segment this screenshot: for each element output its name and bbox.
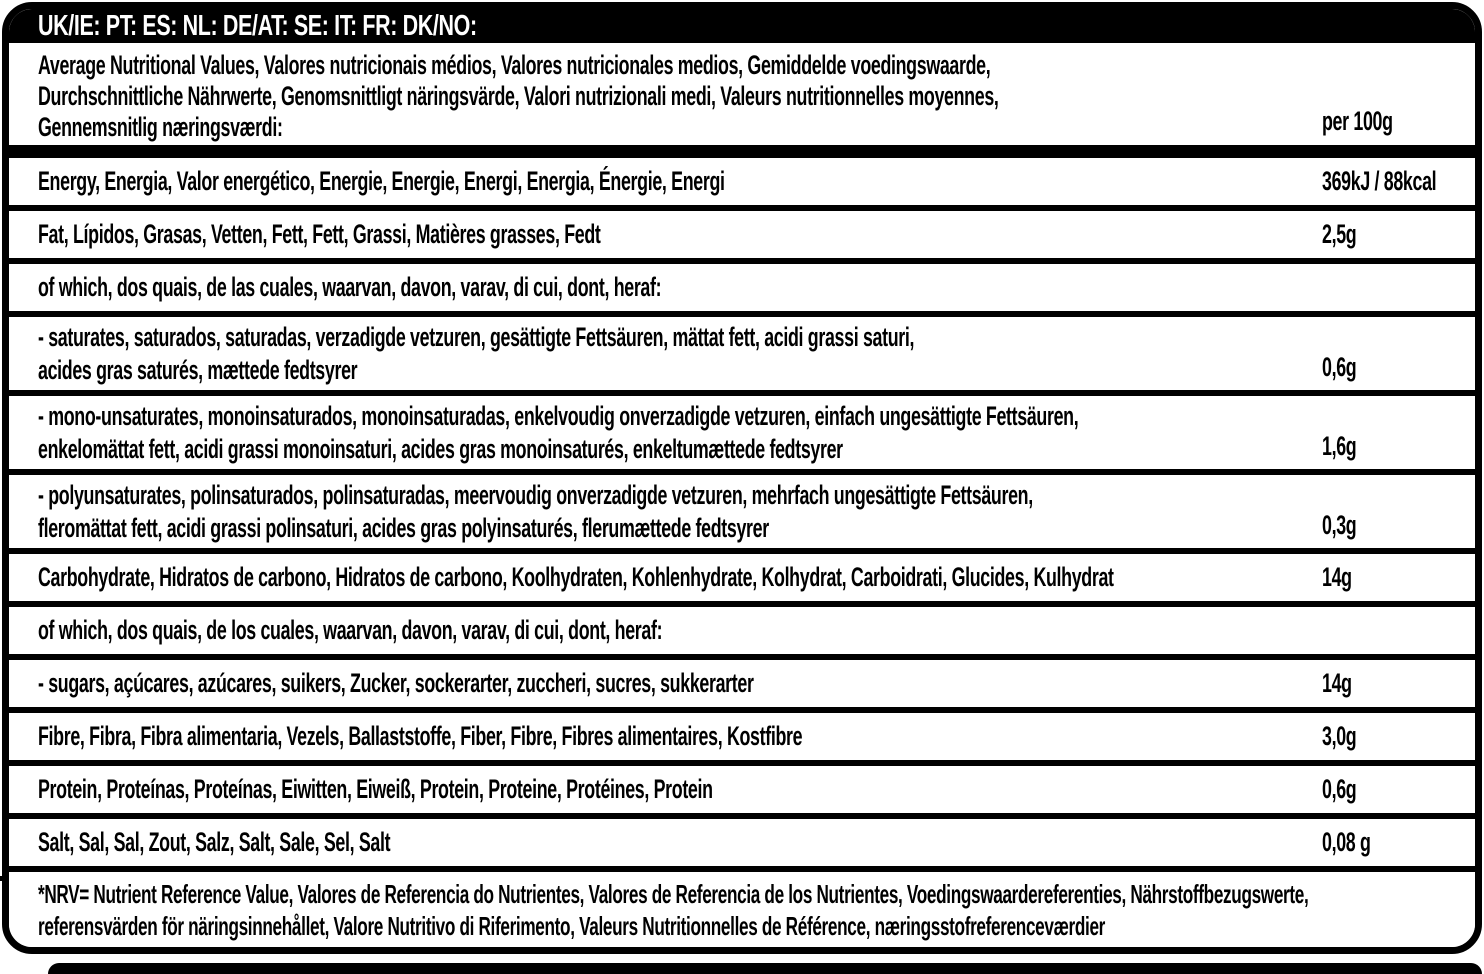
nutrient-name-text: fleromättat fett, acidi grassi polinsatu… <box>38 512 769 543</box>
footnote-line: *NRV= Nutrient Reference Value, Valores … <box>38 878 1309 909</box>
nutrient-value: 369kJ / 88kcal <box>1322 158 1475 205</box>
row-divider <box>9 760 1475 766</box>
nutrient-name: of which, dos quais, de los cuales, waar… <box>9 614 984 647</box>
nutrient-name-text: of which, dos quais, de las cuales, waar… <box>38 272 662 302</box>
nutrient-value-text: 0,6g <box>1322 352 1357 382</box>
nutrient-value-text: 14g <box>1322 562 1352 592</box>
nutrient-name-text: of which, dos quais, de los cuales, waar… <box>38 615 663 645</box>
footnote-text: *NRV= Nutrient Reference Value, Valores … <box>9 878 1475 942</box>
next-label-top-bar <box>48 963 1482 974</box>
per-100g-column-header: per 100g <box>1322 106 1393 136</box>
nutrient-name-text: Fat, Lípidos, Grasas, Vetten, Fett, Fett… <box>38 219 601 249</box>
table-row-carbohydrate: Carbohydrate, Hidratos de carbono, Hidra… <box>9 554 1475 601</box>
nutrient-value-text: 3,0g <box>1322 721 1357 751</box>
header-title-line: Gennemsnitlig næringsværdi: <box>38 112 283 142</box>
nutrient-value: 1,6g <box>1322 396 1374 469</box>
row-divider <box>9 311 1475 317</box>
table-row-energy: Energy, Energia, Valor energético, Energ… <box>9 158 1475 205</box>
nutrient-value: 0,6g <box>1322 766 1374 813</box>
nutrient-name: Protein, Proteínas, Proteínas, Eiwitten,… <box>9 773 1060 806</box>
table-row-of-which-carb: of which, dos quais, de los cuales, waar… <box>9 607 1475 654</box>
nutrient-value-text: 2,5g <box>1322 219 1357 249</box>
nutrient-value: 0,6g <box>1322 317 1374 390</box>
table-header: Average Nutritional Values, Valores nutr… <box>9 43 1475 145</box>
nutrient-name-text: - mono-unsaturates, monoinsaturados, mon… <box>38 400 1079 431</box>
footnote-line: referensvärden för näringsinnehållet, Va… <box>38 910 1106 941</box>
nutrient-value: 2,5g <box>1322 211 1374 258</box>
header-title-line: Durchschnittliche Nährwerte, Genomsnittl… <box>38 81 999 111</box>
nutrient-name: Fat, Lípidos, Grasas, Vetten, Fett, Fett… <box>9 218 890 251</box>
table-row-saturates: - saturates, saturados, saturadas, verza… <box>9 317 1475 390</box>
nutrient-value-text: 369kJ / 88kcal <box>1322 166 1437 196</box>
nutrient-value: 14g <box>1322 660 1367 707</box>
nutrient-name: - mono-unsaturates, monoinsaturados, mon… <box>9 400 1475 466</box>
nutrient-value: 14g <box>1322 554 1367 601</box>
nutrient-value-text: 14g <box>1322 668 1352 698</box>
nutrient-name-text: enkelomättat fett, acidi grassi monoinsa… <box>38 433 843 464</box>
table-row-sugars: - sugars, açúcares, azúcares, suikers, Z… <box>9 660 1475 707</box>
nutrient-name-text: Salt, Sal, Sal, Zout, Salz, Salt, Sale, … <box>38 827 391 857</box>
row-divider <box>9 258 1475 264</box>
nutrient-name-text: - sugars, açúcares, azúcares, suikers, Z… <box>38 668 754 698</box>
language-bar-text: UK/IE: PT: ES: NL: DE/AT: SE: IT: FR: DK… <box>38 9 477 42</box>
table-row-polyunsaturates: - polyunsaturates, polinsaturados, polin… <box>9 475 1475 548</box>
row-divider <box>9 548 1475 554</box>
table-row-fat: Fat, Lípidos, Grasas, Vetten, Fett, Fett… <box>9 211 1475 258</box>
nutrient-value-text: 0,6g <box>1322 774 1357 804</box>
nutrient-name: Carbohydrate, Hidratos de carbono, Hidra… <box>9 561 1475 594</box>
nutrition-label: UK/IE: PT: ES: NL: DE/AT: SE: IT: FR: DK… <box>2 2 1482 954</box>
nutrient-value: 3,0g <box>1322 713 1374 760</box>
nutrient-name: Fibre, Fibra, Fibra alimentaria, Vezels,… <box>9 720 1196 753</box>
nutrient-name: Salt, Sal, Sal, Zout, Salz, Salt, Sale, … <box>9 826 572 859</box>
row-divider <box>9 866 1475 872</box>
table-row-salt: Salt, Sal, Sal, Zout, Salz, Salt, Sale, … <box>9 819 1475 866</box>
row-divider <box>9 601 1475 607</box>
nutrient-name: of which, dos quais, de las cuales, waar… <box>9 271 982 304</box>
nutrient-value-text: 0,3g <box>1322 510 1357 540</box>
table-row-protein: Protein, Proteínas, Proteínas, Eiwitten,… <box>9 766 1475 813</box>
nutrient-name-text: - polyunsaturates, polinsaturados, polin… <box>38 479 1033 510</box>
language-bar: UK/IE: PT: ES: NL: DE/AT: SE: IT: FR: DK… <box>9 9 1475 43</box>
nutrient-name-text: Energy, Energia, Valor energético, Energ… <box>38 166 725 196</box>
header-divider <box>9 145 1475 158</box>
table-row-of-which-fat: of which, dos quais, de las cuales, waar… <box>9 264 1475 311</box>
row-divider <box>9 469 1475 475</box>
nutrient-value-text: 0,08 g <box>1322 827 1371 857</box>
nutrient-value: 0,3g <box>1322 475 1374 548</box>
nutrient-name-text: Carbohydrate, Hidratos de carbono, Hidra… <box>38 562 1114 592</box>
crop-mark <box>0 876 5 881</box>
nutrient-name: Energy, Energia, Valor energético, Energ… <box>9 165 1078 198</box>
table-row-mono-unsaturates: - mono-unsaturates, monoinsaturados, mon… <box>9 396 1475 469</box>
nutrient-name: - polyunsaturates, polinsaturados, polin… <box>9 479 1475 545</box>
nutrient-name-text: Protein, Proteínas, Proteínas, Eiwitten,… <box>38 774 713 804</box>
row-divider <box>9 390 1475 396</box>
nutrient-name: - saturates, saturados, saturadas, verza… <box>9 321 1365 387</box>
header-title-line: Average Nutritional Values, Valores nutr… <box>38 50 991 80</box>
nutrient-name: - sugars, açúcares, azúcares, suikers, Z… <box>9 667 1122 700</box>
footnote: *NRV= Nutrient Reference Value, Valores … <box>9 872 1475 947</box>
nutrient-name-text: Fibre, Fibra, Fibra alimentaria, Vezels,… <box>38 721 803 751</box>
nutrient-value: 0,08 g <box>1322 819 1396 866</box>
row-divider <box>9 707 1475 713</box>
nutrient-name-text: - saturates, saturados, saturadas, verza… <box>38 321 915 352</box>
row-divider <box>9 813 1475 819</box>
table-row-fibre: Fibre, Fibra, Fibra alimentaria, Vezels,… <box>9 713 1475 760</box>
nutrient-value-text: 1,6g <box>1322 431 1357 461</box>
row-divider <box>9 205 1475 211</box>
row-divider <box>9 654 1475 660</box>
nutrient-name-text: acides gras saturés, mættede fedtsyrer <box>38 354 358 385</box>
